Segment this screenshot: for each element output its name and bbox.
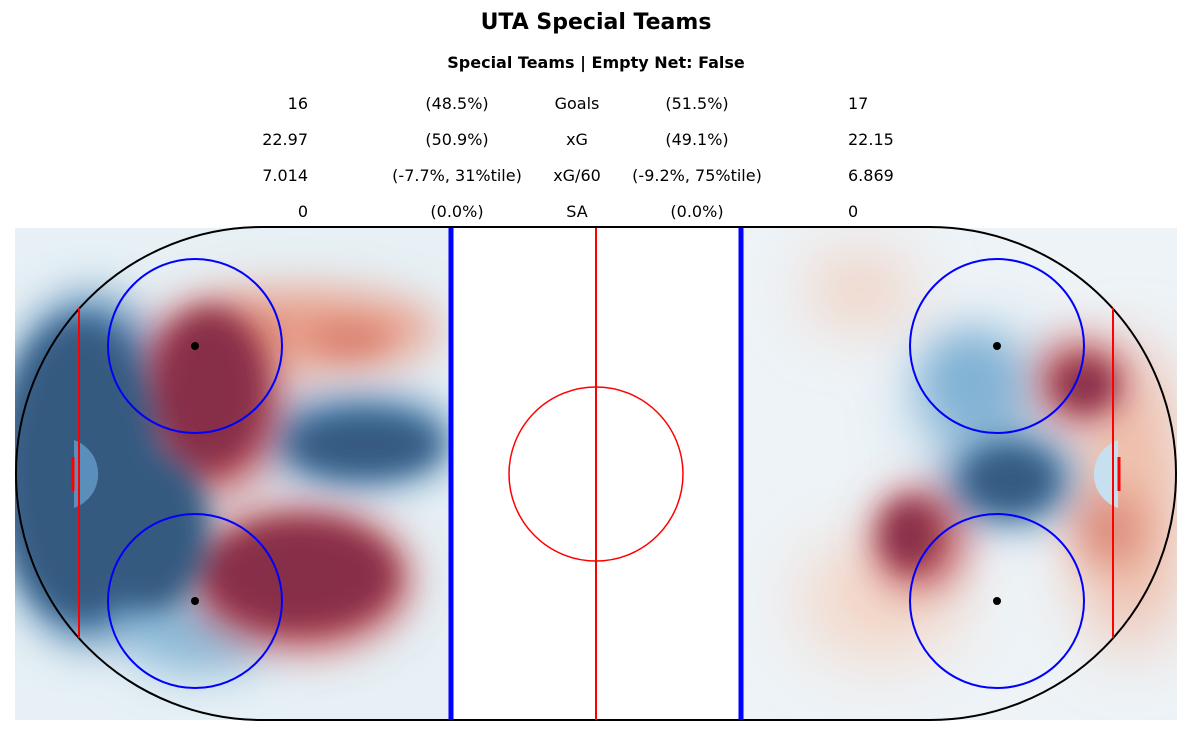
faceoff-dot — [993, 597, 1001, 605]
center-faceoff-circle — [508, 386, 684, 562]
rink-boards — [15, 226, 1177, 721]
left-bottom-faceoff-circle — [107, 513, 283, 689]
xg-left-pct: (50.9%) — [425, 130, 489, 149]
sa-left-value: 0 — [297, 202, 308, 221]
faceoff-dot — [993, 342, 1001, 350]
xg-right-pct: (49.1%) — [665, 130, 729, 149]
goals-left-value: 16 — [287, 94, 308, 113]
xg60-left-pct: (-7.7%, 31%tile) — [392, 166, 522, 185]
sa-right-pct: (0.0%) — [670, 202, 724, 221]
goals-right-value: 17 — [848, 94, 869, 113]
sa-label: SA — [566, 202, 588, 221]
left-zone-heatmap — [15, 228, 451, 720]
goals-right-pct: (51.5%) — [665, 94, 729, 113]
left-crease — [74, 440, 99, 508]
xg60-label: xG/60 — [553, 166, 601, 185]
xg60-left-value: 7.014 — [262, 166, 308, 185]
sa-left-pct: (0.0%) — [430, 202, 484, 221]
right-zone-heatmap — [741, 228, 1177, 720]
xg-label: xG — [566, 130, 588, 149]
left-top-faceoff-circle — [107, 258, 283, 434]
chart-subtitle: Special Teams | Empty Net: False — [447, 53, 745, 72]
faceoff-dot — [191, 597, 199, 605]
right-top-faceoff-circle — [909, 258, 1085, 434]
xg60-right-value: 6.869 — [848, 166, 894, 185]
right-bottom-faceoff-circle — [909, 513, 1085, 689]
right-crease — [1093, 440, 1118, 508]
chart-title: UTA Special Teams — [480, 10, 712, 35]
xg-left-value: 22.97 — [262, 130, 308, 149]
xg-right-value: 22.15 — [848, 130, 894, 149]
xg60-right-pct: (-9.2%, 75%tile) — [632, 166, 762, 185]
faceoff-dot — [191, 342, 199, 350]
goals-left-pct: (48.5%) — [425, 94, 489, 113]
sa-right-value: 0 — [848, 202, 859, 221]
goals-label: Goals — [554, 94, 600, 113]
